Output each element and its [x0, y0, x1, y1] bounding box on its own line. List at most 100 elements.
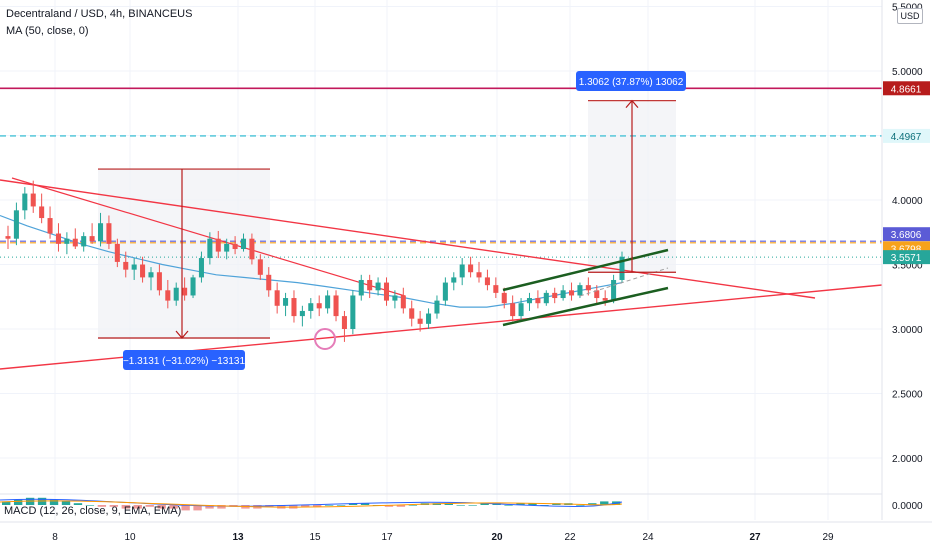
candle-body [165, 290, 171, 301]
macd-histogram-bar [324, 505, 334, 506]
macd-histogram-bar [528, 503, 537, 505]
drop-measure-label: −1.3131 (−31.02%) −13131 [123, 356, 245, 367]
candle-body [316, 303, 322, 309]
candle-body [64, 238, 70, 244]
price-tick-label: 3.0000 [892, 325, 923, 336]
candle-body [602, 298, 608, 301]
moving-average [0, 214, 623, 308]
channel-lower-line [502, 286, 669, 327]
candle-body [383, 282, 390, 301]
candle-body [459, 264, 465, 278]
candle-body [585, 285, 591, 291]
signal-line [0, 500, 623, 508]
macd-histogram-bar [217, 505, 226, 509]
candle-body [30, 193, 36, 207]
macd-histogram-bar [205, 505, 214, 509]
macd-histogram-bar [600, 501, 609, 505]
macd-histogram-bar [384, 505, 394, 507]
candle-body [535, 298, 541, 304]
macd-histogram-bar [313, 505, 322, 507]
candle-body [140, 264, 146, 278]
time-tick-label: 15 [309, 532, 321, 543]
candle-body [417, 318, 423, 324]
macd-histogram-bar [468, 505, 477, 506]
candle-body [442, 282, 448, 301]
candle-body [501, 292, 507, 304]
candle-body [552, 292, 558, 299]
ma-indicator-legend[interactable]: MA (50, close, 0) [6, 25, 89, 37]
candle-body [207, 238, 213, 259]
channel-upper-line [502, 248, 669, 292]
candle-body [594, 290, 600, 299]
candle-body [569, 290, 575, 296]
macd-histogram-bar [13, 499, 23, 505]
candle-body [283, 298, 289, 306]
inner-trendline [11, 177, 406, 297]
candle-body [426, 313, 432, 324]
candle-body [493, 285, 499, 293]
candle-body [39, 206, 45, 219]
candle-body [190, 277, 196, 296]
macd-histogram-bar [2, 501, 11, 505]
candle-body [392, 295, 398, 301]
candle-body [274, 290, 280, 306]
candle-body [468, 264, 474, 273]
candle-body [299, 310, 305, 317]
candle-body [232, 243, 238, 250]
candle-body [367, 279, 373, 291]
macd-indicator-legend[interactable]: MACD (12, 26, close, 9, EMA, EMA) [4, 505, 182, 517]
macd-histogram-bar [157, 505, 166, 509]
horizontal-levels [0, 87, 882, 258]
candle-body [47, 218, 53, 234]
macd-histogram-bar [85, 505, 95, 506]
currency-badge[interactable]: USD [897, 8, 923, 24]
macd-histogram-bar [193, 505, 202, 511]
time-axis[interactable]: 8 10 13 15 17 20 22 24 27 29 [0, 521, 932, 543]
candle-body [400, 295, 406, 309]
macd-histogram-bar [133, 505, 142, 509]
candle-body [215, 238, 221, 252]
measure-label-bg [576, 71, 686, 91]
candle-body [89, 236, 95, 242]
macd-histogram-bar [181, 505, 190, 511]
candle-body [333, 295, 339, 317]
measure-labels: −1.3131 (−31.02%) −13131 1.3062 (37.87%) … [123, 71, 686, 370]
price-label-last: 3.5571 [891, 253, 922, 264]
candle-body [13, 210, 19, 239]
candle-body [484, 277, 490, 286]
measure-label-bg [123, 350, 245, 370]
candle-body [308, 303, 314, 311]
price-tick-label: 5.0000 [892, 67, 923, 78]
macd-histogram-bar [540, 505, 549, 506]
candle-body [341, 316, 347, 329]
candle-body [72, 238, 78, 247]
time-tick-label: 20 [491, 532, 503, 543]
candle-body [266, 274, 272, 291]
candle-body [249, 238, 255, 260]
rise-arrow-head [625, 99, 639, 109]
candle-body [81, 236, 87, 247]
candle-body [182, 287, 188, 296]
price-tick-label: 2.5000 [892, 390, 923, 401]
candle-body [5, 236, 11, 239]
macd-tick-label: 0.0000 [892, 501, 923, 512]
candle-body [560, 290, 566, 299]
price-tick-label: 4.0000 [892, 196, 923, 207]
candle-body [451, 277, 457, 283]
channel-mid-dashed [579, 267, 669, 297]
price-label-blue: 3.6806 [891, 230, 922, 241]
candle-body [510, 303, 516, 317]
macd-histogram-bar [121, 505, 130, 509]
time-tick-label: 10 [124, 532, 136, 543]
price-label-orange: 3.6798 [891, 244, 922, 255]
candle-body [526, 298, 533, 304]
macd-histogram-bar [576, 505, 585, 506]
candle-body [543, 292, 549, 304]
candle-body [156, 272, 162, 291]
candle-body [240, 238, 247, 250]
measure-arrows [98, 99, 676, 339]
candle-body [611, 279, 617, 301]
candle-body [114, 243, 120, 262]
price-label-bg [883, 128, 930, 143]
